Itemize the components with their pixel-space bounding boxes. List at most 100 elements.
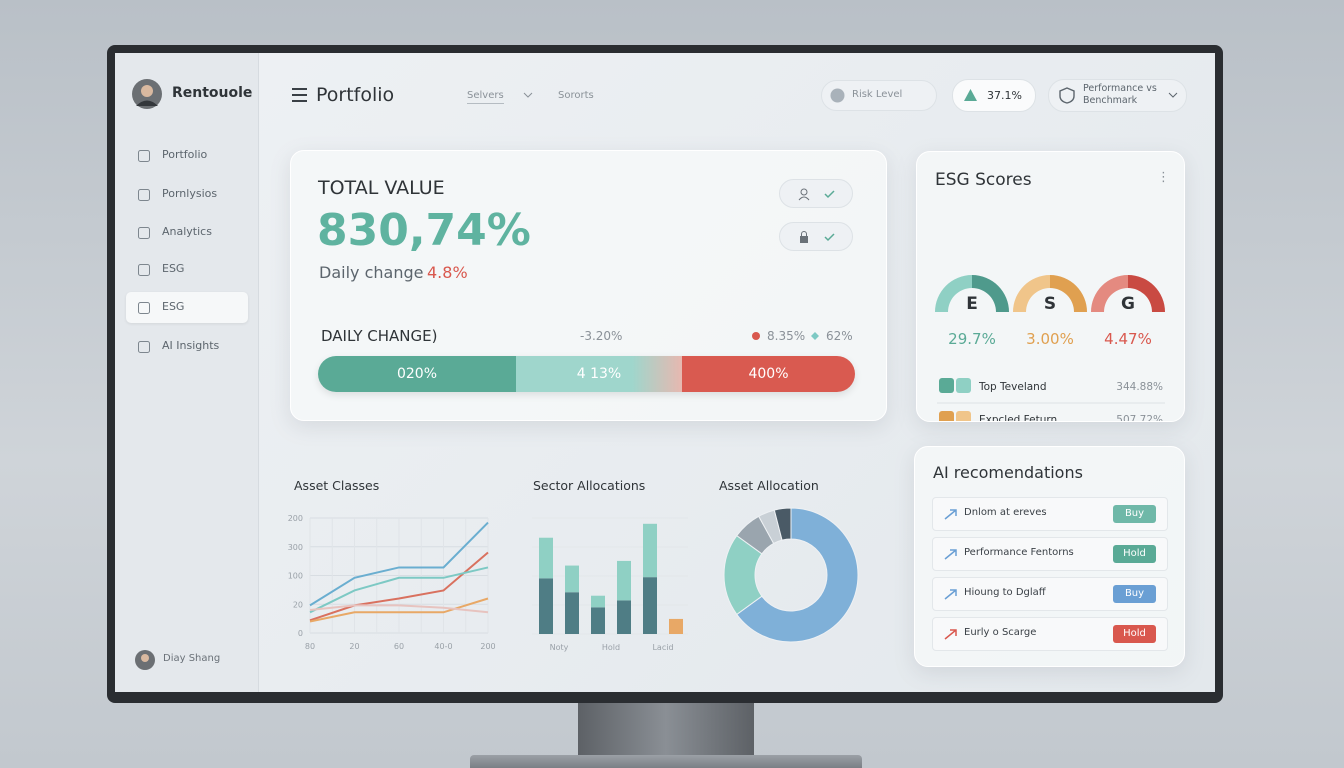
daily-label: Daily change (319, 263, 424, 282)
nav-icon (138, 341, 150, 353)
bar (539, 537, 553, 579)
badge[interactable]: 37.1% (952, 79, 1036, 112)
bar (591, 607, 605, 634)
nav-icon (138, 189, 150, 201)
nav-icon (138, 264, 150, 276)
legend-label: 62% (826, 329, 853, 343)
gauge-letter: E (966, 294, 978, 314)
x-tick-label: Noty (550, 643, 569, 652)
y-tick-label: 0 (298, 629, 303, 638)
card-title: ESG Scores (935, 170, 1032, 190)
gauge-letter: S (1044, 294, 1056, 314)
icon-shape (944, 509, 957, 520)
y-tick-label: 300 (288, 543, 303, 552)
nav-item[interactable]: Pornlysios (126, 179, 248, 210)
action-button[interactable]: Hold (1113, 545, 1156, 563)
segment-bar: 020% 4 13% 400% (318, 356, 855, 392)
x-tick-label: 40-0 (434, 642, 452, 651)
icon-shape (944, 629, 957, 640)
badge-value: 37.1% (987, 89, 1022, 102)
action-button[interactable]: Hold (1113, 625, 1156, 643)
risk-label: Risk Level (852, 89, 903, 100)
icon-pill[interactable] (779, 179, 853, 208)
nav-item[interactable]: ESG (126, 292, 248, 323)
page-title: Portfolio (316, 84, 395, 106)
gauge-score: 4.47% (1104, 330, 1152, 348)
action-button[interactable]: Buy (1113, 505, 1156, 523)
nav-icon (138, 302, 150, 314)
recommendation-label: Dnlom at ereves (964, 507, 1047, 518)
nav-label: AI Insights (162, 339, 220, 352)
monitor-stand (578, 703, 754, 755)
gauge-arc (1050, 275, 1087, 312)
gauge-letter: G (1121, 294, 1135, 314)
segment: 4 13% (516, 356, 682, 392)
total-card: TOTAL VALUE 830,74% Daily change 4.8% DA… (290, 150, 887, 421)
risk-pill[interactable]: Risk Level (821, 80, 937, 111)
tab[interactable]: Selvers (467, 90, 504, 104)
bar (539, 578, 553, 634)
y-tick-label: 200 (288, 514, 303, 523)
icon-pill[interactable] (779, 222, 853, 251)
bar (643, 577, 657, 634)
gauge-arc (972, 275, 1009, 312)
benchmark-label: Performance vs Benchmark (1083, 83, 1157, 106)
trend-icon (944, 509, 957, 520)
recommendation[interactable]: Eurly o Scarge Hold (932, 617, 1168, 651)
daily-value: 4.8% (427, 263, 468, 282)
row-icon (939, 411, 954, 421)
chart-title: Sector Allocations (533, 478, 645, 493)
x-tick-label: Lacid (652, 643, 673, 652)
trend-icon (944, 589, 957, 600)
more-icon[interactable]: ⋮ (1157, 170, 1170, 185)
icon-shape (138, 227, 150, 239)
legend-dot (811, 332, 819, 340)
bar (617, 600, 631, 634)
recommendation[interactable]: Dnlom at ereves Buy (932, 497, 1168, 531)
nav-label: Analytics (162, 225, 212, 238)
brand: Rentouole (172, 85, 253, 101)
line-series (309, 604, 489, 614)
nav-label: ESG (162, 262, 185, 275)
icons (798, 188, 835, 201)
trend-icon (944, 629, 957, 640)
gauges: E 29.7% S 3.00% G 4.47% Top Teveland 344.88% Exp… (935, 275, 1165, 421)
recommendation[interactable]: Performance Fentorns Hold (932, 537, 1168, 571)
tab[interactable]: Sororts (558, 90, 594, 101)
gauge-arc (1128, 275, 1165, 312)
bar (565, 565, 579, 593)
pie-slice (773, 507, 792, 541)
y-tick-label: 100 (288, 572, 303, 581)
total-value: 830,74% (317, 205, 531, 256)
bar-change: -3.20% (580, 329, 623, 343)
footer-user: Diay Shang (163, 653, 221, 664)
recommendation[interactable]: Hioung to Dglaff Buy (932, 577, 1168, 611)
nav-item[interactable]: Analytics (126, 217, 248, 248)
row-label: Expcled Feturn (979, 414, 1057, 421)
nav-item[interactable]: AI Insights (126, 331, 248, 362)
sidebar: Rentouole Portfolio Pornlysios Analytics ES… (115, 53, 259, 692)
legend-label: 8.35% (767, 329, 806, 343)
gauge-score: 29.7% (948, 330, 996, 348)
x-tick-label: 200 (480, 642, 495, 651)
benchmark-pill[interactable]: Performance vs Benchmark (1048, 79, 1187, 112)
icon-shape (138, 150, 150, 162)
row-icon (956, 378, 971, 393)
gauge-arc (1091, 275, 1128, 312)
segment: 400% (682, 356, 855, 392)
action-button[interactable]: Buy (1113, 585, 1156, 603)
nav-item[interactable]: Portfolio (126, 140, 248, 171)
menu-icon[interactable] (291, 87, 309, 103)
line-series (309, 597, 489, 623)
nav-item[interactable]: ESG (126, 254, 248, 285)
screen: Rentouole Portfolio Pornlysios Analytics ES… (115, 53, 1215, 692)
row-value: 344.88% (1116, 381, 1163, 393)
icon-shape (138, 264, 150, 276)
trend-icon (944, 549, 957, 560)
line-series (309, 551, 489, 622)
nav-icon (138, 150, 150, 162)
line-series (309, 566, 489, 614)
